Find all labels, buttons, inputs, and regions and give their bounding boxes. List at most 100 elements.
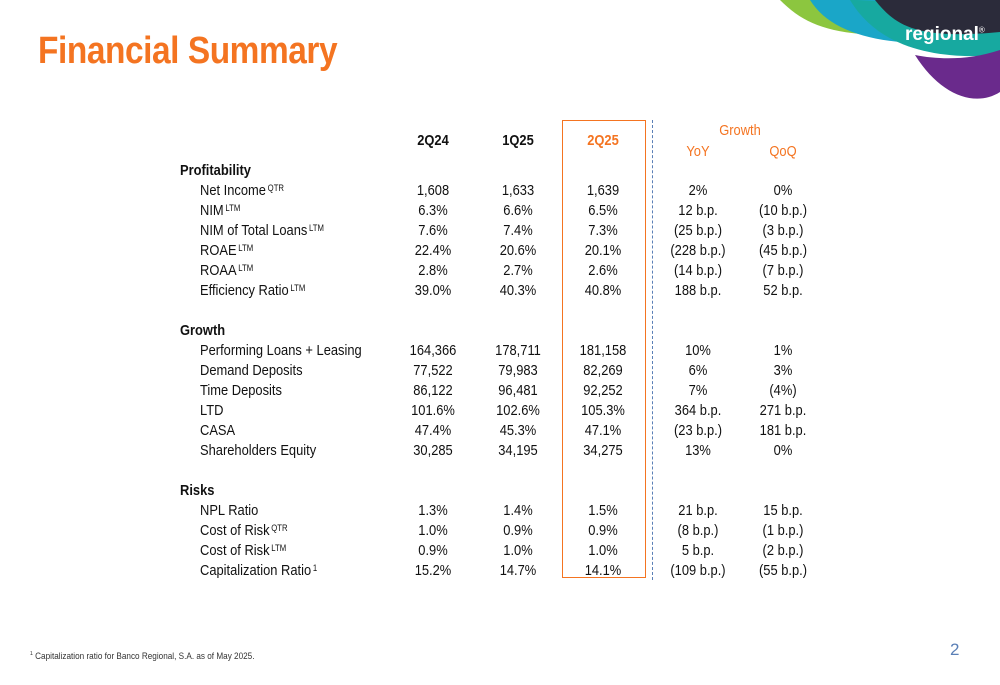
table-cell: 96,481 — [498, 382, 538, 399]
table-cell: 86,122 — [413, 382, 453, 399]
table-cell: (1 b.p.) — [762, 522, 804, 539]
growth-divider — [652, 120, 653, 580]
table-cell: 0.9% — [588, 522, 618, 539]
row-label: Time Deposits — [200, 382, 282, 400]
section-title: Risks — [180, 482, 215, 499]
table-cell: 14.1% — [584, 562, 622, 579]
header-yoy: YoY — [686, 143, 710, 160]
row-label-text: NIM — [200, 202, 224, 219]
table-cell: 79,983 — [498, 362, 538, 379]
logo-swoosh-icon — [780, 0, 1000, 99]
row-label-text: LTD — [200, 402, 224, 419]
row-label-text: ROAA — [200, 262, 237, 279]
table-cell: 5 b.p. — [681, 542, 715, 559]
table-cell: 40.8% — [584, 282, 622, 299]
logo-text: regional® — [905, 24, 985, 45]
table-cell: 12 b.p. — [678, 202, 718, 219]
table-cell: 2.8% — [418, 262, 448, 279]
table-cell: 0.9% — [418, 542, 448, 559]
row-label-text: Cost of Risk — [200, 542, 270, 559]
row-label-superscript: LTM — [271, 543, 287, 553]
table-cell: 30,285 — [413, 442, 453, 459]
table-cell: 20.1% — [584, 242, 622, 259]
row-label-superscript: LTM — [238, 243, 254, 253]
section-title: Growth — [180, 322, 226, 339]
row-label-text: Demand Deposits — [200, 362, 303, 379]
row-label: CASA — [200, 422, 235, 440]
table-cell: (45 b.p.) — [758, 242, 808, 259]
table-cell: 1.0% — [503, 542, 533, 559]
header-1q25: 1Q25 — [502, 132, 534, 149]
row-label: NIM of Total Loans LTM — [200, 222, 324, 240]
row-label: Cost of Risk LTM — [200, 542, 286, 560]
row-label: ROAA LTM — [200, 262, 253, 280]
table-cell: 52 b.p. — [763, 282, 803, 299]
table-cell: 1,608 — [416, 182, 450, 199]
table-cell: 1.3% — [418, 502, 448, 519]
row-label-text: Shareholders Equity — [200, 442, 317, 459]
table-cell: 2.6% — [588, 262, 618, 279]
table-cell: 47.1% — [584, 422, 622, 439]
table-cell: (55 b.p.) — [758, 562, 808, 579]
row-label-text: Performing Loans + Leasing — [200, 342, 362, 359]
header-2q24: 2Q24 — [417, 132, 449, 149]
table-cell: 1,639 — [586, 182, 620, 199]
row-label: NPL Ratio — [200, 502, 258, 520]
table-cell: (109 b.p.) — [670, 562, 726, 579]
table-cell: 7.3% — [588, 222, 618, 239]
table-cell: 1.4% — [503, 502, 533, 519]
table-cell: 45.3% — [499, 422, 537, 439]
table-cell: 47.4% — [414, 422, 452, 439]
table-cell: (3 b.p.) — [762, 222, 804, 239]
row-label: LTD — [200, 402, 223, 420]
table-cell: 7.4% — [503, 222, 533, 239]
table-cell: 102.6% — [496, 402, 540, 419]
header-2q25: 2Q25 — [587, 132, 619, 149]
table-cell: 1.0% — [588, 542, 618, 559]
row-label-text: Capitalization Ratio — [200, 562, 312, 579]
table-cell: 1,633 — [501, 182, 535, 199]
table-cell: (23 b.p.) — [673, 422, 723, 439]
table-cell: 178,711 — [495, 342, 541, 359]
row-label: NIM LTM — [200, 202, 240, 220]
table-cell: 181,158 — [579, 342, 627, 359]
row-label: Performing Loans + Leasing — [200, 342, 362, 360]
table-cell: 101.6% — [411, 402, 455, 419]
table-cell: 0.9% — [503, 522, 533, 539]
table-cell: 0% — [773, 182, 793, 199]
table-cell: 6.5% — [588, 202, 618, 219]
row-label-text: CASA — [200, 422, 236, 439]
table-cell: 181 b.p. — [759, 422, 807, 439]
page-title: Financial Summary — [38, 30, 338, 72]
row-label-superscript: LTM — [238, 263, 254, 273]
table-cell: (14 b.p.) — [673, 262, 723, 279]
row-label-text: Time Deposits — [200, 382, 282, 399]
row-label-superscript: LTM — [225, 203, 241, 213]
row-label-superscript: LTM — [290, 283, 306, 293]
row-label: Cost of Risk QTR — [200, 522, 288, 540]
table-cell: 271 b.p. — [759, 402, 807, 419]
row-label: Shareholders Equity — [200, 442, 316, 460]
table-cell: 15 b.p. — [763, 502, 803, 519]
row-label: ROAE LTM — [200, 242, 253, 260]
table-cell: 7% — [688, 382, 708, 399]
table-cell: (8 b.p.) — [677, 522, 719, 539]
table-cell: 2% — [688, 182, 708, 199]
row-label-text: Net Income — [200, 182, 266, 199]
table-cell: 13% — [685, 442, 711, 459]
table-cell: 1% — [773, 342, 793, 359]
table-cell: 6.3% — [418, 202, 448, 219]
table-cell: 39.0% — [414, 282, 452, 299]
header-qoq: QoQ — [769, 143, 797, 160]
table-cell: 40.3% — [499, 282, 537, 299]
table-cell: (2 b.p.) — [762, 542, 804, 559]
row-label: Efficiency Ratio LTM — [200, 282, 305, 300]
table-cell: 20.6% — [499, 242, 537, 259]
table-cell: 0% — [773, 442, 793, 459]
table-cell: 364 b.p. — [674, 402, 722, 419]
row-label-text: NIM of Total Loans — [200, 222, 308, 239]
table-cell: 34,195 — [498, 442, 538, 459]
row-label-superscript: QTR — [267, 183, 285, 193]
row-label: Demand Deposits — [200, 362, 303, 380]
current-quarter-highlight — [562, 120, 646, 578]
